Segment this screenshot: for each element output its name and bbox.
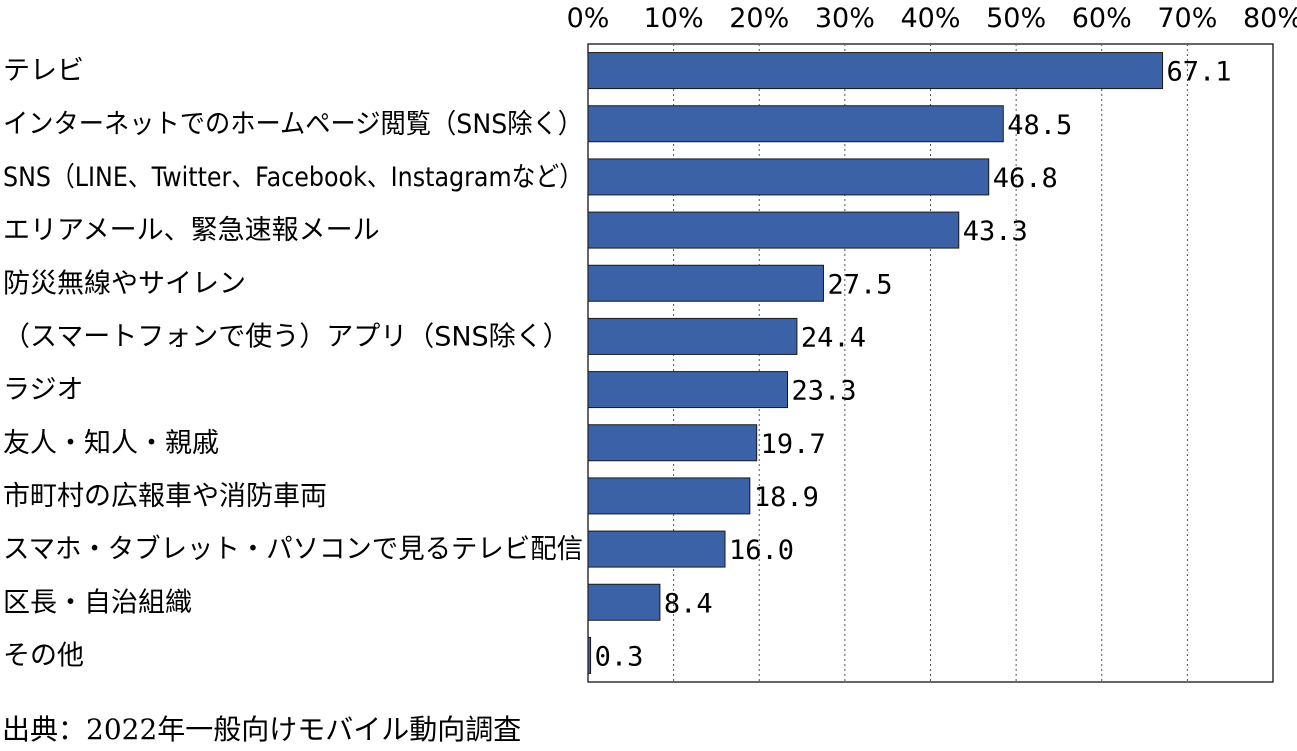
- bar: [587, 583, 661, 621]
- category-label: その他: [3, 640, 84, 671]
- bar: [587, 158, 990, 196]
- bar: [587, 52, 1164, 90]
- value-label: 67.1: [1167, 57, 1232, 88]
- value-label: 8.4: [664, 588, 713, 619]
- source-note: 出典：2022年一般向けモバイル動向調査: [2, 713, 522, 746]
- category-label: エリアメール、緊急速報メール: [3, 215, 380, 246]
- value-label: 43.3: [963, 216, 1028, 247]
- x-tick-label: 70%: [1157, 3, 1217, 34]
- value-label: 23.3: [792, 376, 857, 407]
- category-label: テレビ: [3, 56, 84, 87]
- x-tick-label: 60%: [1072, 3, 1132, 34]
- bar-chart: 0% 10% 20% 30% 40% 50% 60% 70% 80% テレビ 67.1 インターネット…: [3, 3, 1297, 683]
- category-label: SNS（LINE、Twitter、Facebook、Instagramなど）: [3, 162, 583, 193]
- category-label: （スマートフォンで使う）アプリ（SNS除く）: [3, 321, 570, 352]
- bar: [587, 636, 592, 674]
- x-tick-label: 0%: [567, 3, 610, 34]
- value-label: 0.3: [595, 641, 644, 672]
- value-label: 18.9: [754, 482, 819, 513]
- category-label: 友人・知人・親戚: [3, 428, 219, 459]
- category-label: インターネットでのホームページ閲覧（SNS除く）: [3, 109, 583, 140]
- x-tick-label: 10%: [644, 3, 704, 34]
- category-label: 防災無線やサイレン: [3, 268, 246, 299]
- bar: [587, 105, 1004, 143]
- category-label: 区長・自治組織: [3, 587, 192, 618]
- category-label: 市町村の広報車や消防車両: [3, 481, 327, 512]
- value-label: 16.0: [729, 535, 794, 566]
- bar: [587, 477, 751, 515]
- bar: [587, 530, 726, 568]
- bar: [587, 211, 960, 249]
- x-tick-label: 40%: [900, 3, 960, 34]
- x-tick-label: 80%: [1243, 3, 1297, 34]
- value-label: 24.4: [801, 322, 866, 353]
- value-label: 46.8: [993, 163, 1058, 194]
- bar: [587, 264, 824, 302]
- value-label: 48.5: [1007, 110, 1072, 141]
- bar: [587, 424, 758, 462]
- category-label: スマホ・タブレット・パソコンで見るテレビ配信: [3, 534, 583, 565]
- x-tick-label: 20%: [729, 3, 789, 34]
- x-tick-label: 50%: [986, 3, 1046, 34]
- value-label: 19.7: [761, 429, 826, 460]
- bar: [587, 317, 798, 355]
- value-label: 27.5: [827, 269, 892, 300]
- category-label: ラジオ: [3, 375, 83, 406]
- x-tick-label: 30%: [815, 3, 875, 34]
- bar: [587, 371, 789, 409]
